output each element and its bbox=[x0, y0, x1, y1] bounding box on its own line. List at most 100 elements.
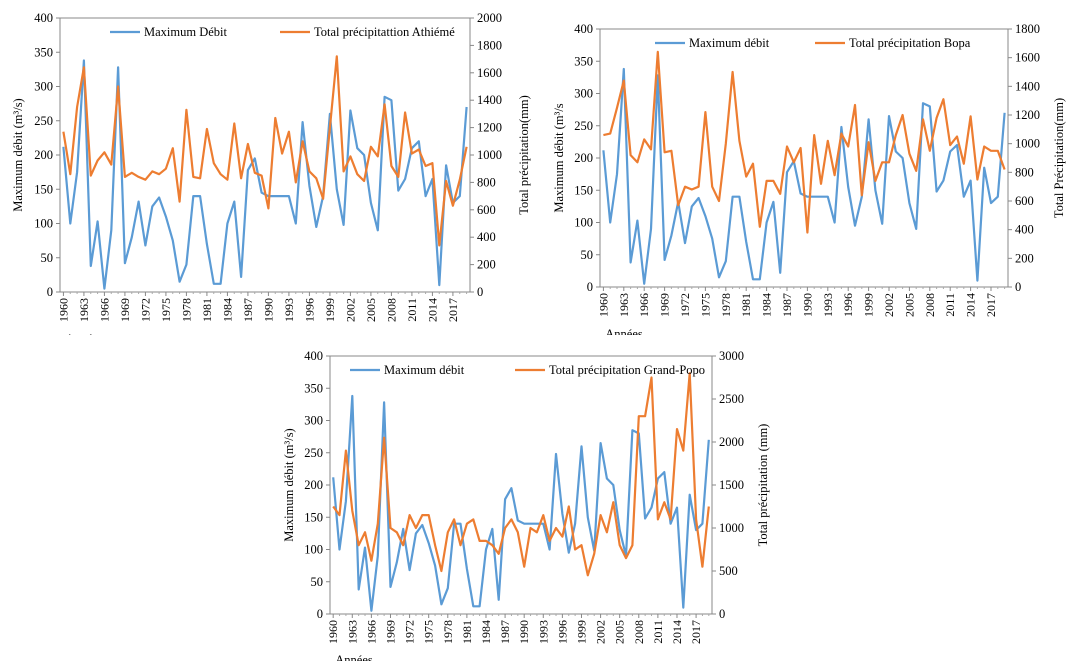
ytick-left-label: 350 bbox=[574, 54, 593, 68]
ytick-left-label: 250 bbox=[304, 446, 323, 460]
xtick-label: 1966 bbox=[364, 620, 378, 644]
xtick-label: 1969 bbox=[383, 620, 397, 644]
xtick-label: 1975 bbox=[159, 298, 173, 322]
ytick-left-label: 250 bbox=[574, 119, 593, 133]
series-line-precipitation bbox=[62, 55, 468, 247]
xtick-label: 1996 bbox=[555, 620, 569, 644]
xtick-label: 1990 bbox=[261, 298, 275, 322]
xtick-label: 1990 bbox=[517, 620, 531, 644]
xtick-label: 1993 bbox=[282, 298, 296, 322]
xtick-label: 2017 bbox=[984, 293, 998, 317]
ytick-right-label: 200 bbox=[1015, 251, 1034, 265]
ytick-left-label: 100 bbox=[574, 216, 593, 230]
xtick-label: 1975 bbox=[422, 620, 436, 644]
legend-entry: Maximum Débit bbox=[144, 25, 228, 39]
legend-entry: Total précipitation Grand-Popo bbox=[549, 363, 705, 377]
y-axis-left-title: Maximum débit (m³/s) bbox=[11, 98, 25, 211]
ytick-left-label: 200 bbox=[304, 478, 323, 492]
xtick-label: 2014 bbox=[425, 298, 439, 322]
xtick-label: 1960 bbox=[326, 620, 340, 644]
xtick-label: 2008 bbox=[632, 620, 646, 644]
ytick-left-label: 50 bbox=[41, 251, 54, 265]
xtick-label: 2014 bbox=[964, 293, 978, 317]
chart-grandpopo: 0 50 100 150 200 250 300 350 400 0 500 1000 1500 2000… bbox=[282, 349, 770, 661]
ytick-right-label: 400 bbox=[1015, 223, 1034, 237]
ytick-left-label: 400 bbox=[574, 22, 593, 36]
xtick-label: 1969 bbox=[658, 293, 672, 317]
xtick-label: 1987 bbox=[498, 620, 512, 644]
ytick-left-label: 50 bbox=[311, 575, 324, 589]
xtick-label: 2005 bbox=[613, 620, 627, 644]
xtick-label: 1981 bbox=[460, 620, 474, 644]
ytick-left-label: 250 bbox=[34, 114, 53, 128]
ytick-left-label: 350 bbox=[304, 381, 323, 395]
xtick-label: 1963 bbox=[345, 620, 359, 644]
y-axis-right-title: Total précipitation (mm) bbox=[756, 424, 770, 547]
ytick-left-label: 300 bbox=[574, 87, 593, 101]
ytick-right-label: 1000 bbox=[719, 521, 744, 535]
ytick-left-label: 400 bbox=[34, 11, 53, 25]
y-axis-left-title: Maximum débit (m³/s bbox=[552, 103, 566, 212]
xtick-label: 2008 bbox=[923, 293, 937, 317]
xtick-label: 2017 bbox=[689, 620, 703, 644]
xtick-label: 1972 bbox=[678, 293, 692, 317]
xtick-label: 1966 bbox=[97, 298, 111, 322]
ytick-left-label: 150 bbox=[304, 510, 323, 524]
ytick-right-label: 1600 bbox=[477, 66, 502, 80]
ytick-right-label: 800 bbox=[1015, 165, 1034, 179]
xtick-label: 2011 bbox=[405, 298, 419, 322]
ytick-right-label: 1200 bbox=[1015, 108, 1040, 122]
xtick-label: 1984 bbox=[760, 293, 774, 317]
xtick-label: 1978 bbox=[179, 298, 193, 322]
ytick-left-label: 0 bbox=[317, 607, 323, 621]
ytick-left-label: 0 bbox=[587, 280, 593, 294]
xtick-label: 1996 bbox=[302, 298, 316, 322]
ytick-right-label: 0 bbox=[477, 285, 483, 299]
chart-bopa: 0 50 100 150 200 250 300 350 400 0 200 400 600 800 100… bbox=[552, 22, 1066, 335]
xtick-label: 2002 bbox=[882, 293, 896, 317]
xtick-label: 2002 bbox=[594, 620, 608, 644]
ytick-left-label: 300 bbox=[304, 414, 323, 428]
ytick-left-label: 200 bbox=[574, 151, 593, 165]
xtick-label: 1987 bbox=[241, 298, 255, 322]
ytick-right-label: 1600 bbox=[1015, 51, 1040, 65]
xtick-label: 1978 bbox=[719, 293, 733, 317]
ytick-right-label: 600 bbox=[1015, 194, 1034, 208]
xtick-label: 1984 bbox=[220, 298, 234, 322]
ytick-right-label: 1500 bbox=[719, 478, 744, 492]
ytick-right-label: 3000 bbox=[719, 349, 744, 363]
xtick-label: 1993 bbox=[536, 620, 550, 644]
ytick-left-label: 150 bbox=[574, 183, 593, 197]
ytick-right-label: 1000 bbox=[477, 148, 502, 162]
ytick-right-label: 1400 bbox=[477, 93, 502, 107]
xtick-label: 1972 bbox=[403, 620, 417, 644]
ytick-left-label: 100 bbox=[304, 543, 323, 557]
ytick-right-label: 2000 bbox=[477, 11, 502, 25]
ytick-right-label: 2500 bbox=[719, 392, 744, 406]
xtick-label: 1960 bbox=[596, 293, 610, 317]
xtick-label: 2002 bbox=[343, 298, 357, 322]
ytick-left-label: 300 bbox=[34, 80, 53, 94]
xtick-label: 1996 bbox=[841, 293, 855, 317]
xtick-label: 2017 bbox=[446, 298, 460, 322]
series-line-precipitation bbox=[332, 372, 710, 577]
xtick-label: 1960 bbox=[56, 298, 70, 322]
xtick-label: 2014 bbox=[670, 620, 684, 644]
xtick-label: 1999 bbox=[862, 293, 876, 317]
xtick-label: 1963 bbox=[617, 293, 631, 317]
xtick-label: 2011 bbox=[651, 620, 665, 644]
xtick-label: 1972 bbox=[138, 298, 152, 322]
legend-entry: Total précipitattion Athiémé bbox=[314, 25, 455, 39]
ytick-left-label: 350 bbox=[34, 45, 53, 59]
ytick-right-label: 600 bbox=[477, 203, 496, 217]
x-axis-title: Années bbox=[335, 653, 373, 661]
y-axis-left-title: Maximum débit (m³/s) bbox=[282, 428, 296, 541]
ytick-left-label: 150 bbox=[34, 182, 53, 196]
x-axis-title: Années bbox=[605, 327, 643, 335]
ytick-right-label: 1200 bbox=[477, 121, 502, 135]
ytick-left-label: 0 bbox=[47, 285, 53, 299]
xtick-label: 2008 bbox=[384, 298, 398, 322]
ytick-right-label: 400 bbox=[477, 230, 496, 244]
xtick-label: 2011 bbox=[943, 293, 957, 317]
ytick-right-label: 2000 bbox=[719, 435, 744, 449]
